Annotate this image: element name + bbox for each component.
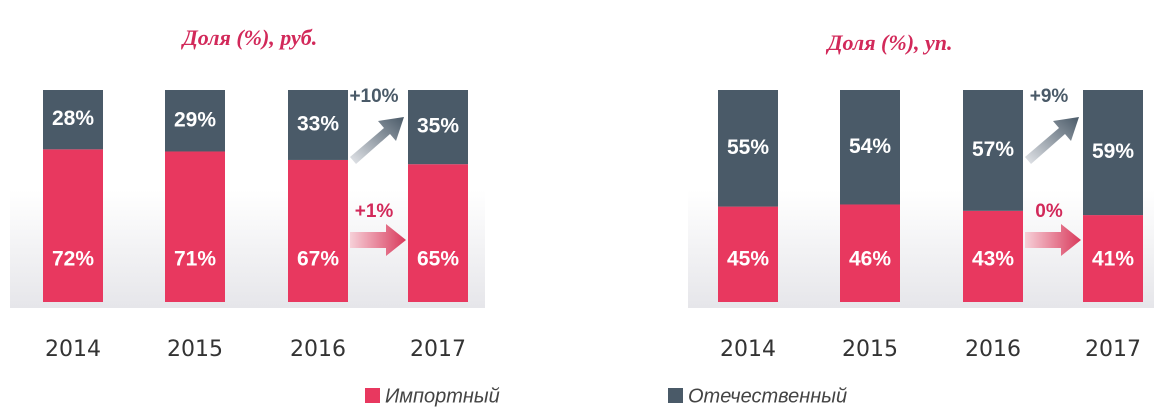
bar-segment	[165, 90, 225, 152]
bar-segment	[43, 90, 103, 150]
x-tick-label: 2014	[720, 337, 776, 362]
bar-segment	[165, 151, 225, 302]
legend-label: Импортный	[385, 385, 500, 407]
bar-segment	[288, 159, 348, 302]
value-label: 33%	[297, 113, 339, 136]
bar-segment	[288, 90, 348, 160]
value-label: 41%	[1092, 248, 1134, 271]
x-tick-label: 2015	[167, 337, 223, 362]
bar-segment	[408, 90, 468, 165]
value-label: 46%	[849, 248, 891, 271]
value-label: 65%	[417, 248, 459, 271]
legend-label: Отечественный	[688, 385, 847, 407]
x-tick-label: 2016	[965, 337, 1021, 362]
arrow	[350, 224, 406, 256]
value-label: 55%	[727, 136, 769, 159]
value-label: 59%	[1092, 140, 1134, 163]
value-label: 67%	[297, 248, 339, 271]
x-tick-label: 2015	[842, 337, 898, 362]
bar-segment	[1083, 215, 1143, 302]
value-label: 43%	[972, 248, 1014, 271]
arrow	[350, 117, 404, 164]
x-tick-label: 2014	[45, 337, 101, 362]
value-label: 28%	[52, 107, 94, 130]
bar-segment	[718, 90, 778, 207]
bar-segment	[963, 90, 1023, 211]
bar-segment	[718, 206, 778, 302]
x-tick-label: 2016	[290, 337, 346, 362]
arrow	[1025, 117, 1079, 164]
bar-segment	[840, 90, 900, 205]
annotation: +9%	[1030, 86, 1069, 107]
value-label: 29%	[174, 108, 216, 131]
annotation: 0%	[1035, 201, 1063, 222]
chart-title: Доля (%), уп.	[825, 30, 952, 55]
legend-swatch	[365, 388, 380, 403]
value-label: 54%	[849, 135, 891, 158]
bar-segment	[963, 210, 1023, 302]
value-label: 72%	[52, 248, 94, 271]
arrow	[1025, 224, 1081, 256]
bar-segment	[840, 204, 900, 302]
annotation: +1%	[355, 201, 394, 222]
bar-segment	[408, 164, 468, 302]
legend-swatch	[668, 388, 683, 403]
x-tick-label: 2017	[410, 337, 466, 362]
value-label: 35%	[417, 115, 459, 138]
x-tick-label: 2017	[1085, 337, 1141, 362]
chart-title: Доля (%), руб.	[181, 25, 318, 50]
value-label: 45%	[727, 248, 769, 271]
bar-segment	[1083, 90, 1143, 216]
value-label: 71%	[174, 248, 216, 271]
bar-segment	[43, 149, 103, 302]
value-label: 57%	[972, 138, 1014, 161]
annotation: +10%	[349, 86, 398, 107]
